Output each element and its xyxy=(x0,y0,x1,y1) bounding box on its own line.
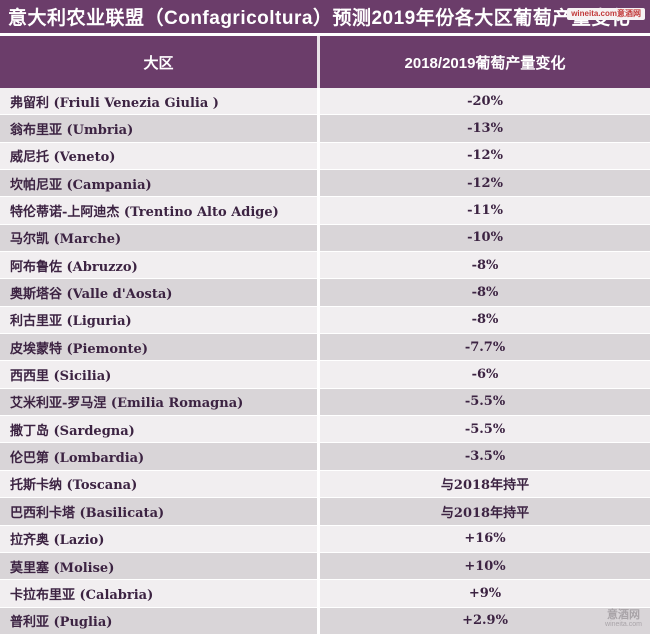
region-cell: 卡拉布里亚 (Calabria) xyxy=(0,580,320,607)
region-cell: 利古里亚 (Liguria) xyxy=(0,306,320,334)
table-row: 巴西利卡塔 (Basilicata) 与2018年持平 xyxy=(0,498,650,526)
change-cell: -5.5% xyxy=(320,388,650,416)
table-body: 弗留利 (Friuli Venezia Giulia ) -20% 翁布里亚 (Um… xyxy=(0,88,650,634)
change-cell: -8% xyxy=(320,279,650,306)
table-row: 撒丁岛 (Sardegna) -5.5% xyxy=(0,416,650,444)
column-header-change: 2018/2019葡萄产量变化 xyxy=(404,54,566,72)
change-cell: -10% xyxy=(320,224,650,252)
change-cell: -6% xyxy=(320,361,650,388)
table-row: 伦巴第 (Lombardia) -3.5% xyxy=(0,443,650,471)
region-cell: 巴西利卡塔 (Basilicata) xyxy=(0,498,320,525)
table-row: 普利亚 (Puglia) +2.9% xyxy=(0,607,650,634)
region-cell: 弗留利 (Friuli Venezia Giulia ) xyxy=(0,88,320,115)
change-cell: -12% xyxy=(320,170,650,197)
change-cell: +16% xyxy=(320,525,650,552)
column-header-region: 大区 xyxy=(0,36,320,88)
change-cell: -13% xyxy=(320,115,650,142)
table-row: 奥斯塔谷 (Valle d'Aosta) -8% xyxy=(0,279,650,307)
change-cell: 与2018年持平 xyxy=(320,470,650,498)
change-cell: -12% xyxy=(320,142,650,170)
region-cell: 特伦蒂诺-上阿迪杰 (Trentino Alto Adige) xyxy=(0,197,320,224)
table-row: 弗留利 (Friuli Venezia Giulia ) -20% xyxy=(0,88,650,116)
region-cell: 阿布鲁佐 (Abruzzo) xyxy=(0,252,320,279)
change-cell: -8% xyxy=(320,306,650,334)
table-row: 西西里 (Sicilia) -6% xyxy=(0,361,650,389)
change-cell: -11% xyxy=(320,197,650,224)
region-cell: 拉齐奥 (Lazio) xyxy=(0,525,320,552)
region-cell: 西西里 (Sicilia) xyxy=(0,361,320,388)
region-cell: 莫里塞 (Molise) xyxy=(0,552,320,580)
watermark-badge: wineita.com意酒网 xyxy=(567,8,645,20)
change-cell: -8% xyxy=(320,252,650,279)
change-cell: -3.5% xyxy=(320,443,650,470)
table-row: 利古里亚 (Liguria) -8% xyxy=(0,306,650,335)
table-row: 拉齐奥 (Lazio) +16% xyxy=(0,525,650,553)
table-row: 莫里塞 (Molise) +10% xyxy=(0,552,650,581)
region-cell: 伦巴第 (Lombardia) xyxy=(0,443,320,470)
region-cell: 坎帕尼亚 (Campania) xyxy=(0,170,320,197)
region-cell: 威尼托 (Veneto) xyxy=(0,142,320,170)
region-cell: 皮埃蒙特 (Piemonte) xyxy=(0,334,320,361)
table-row: 坎帕尼亚 (Campania) -12% xyxy=(0,170,650,198)
change-cell: +10% xyxy=(320,552,650,580)
table-row: 阿布鲁佐 (Abruzzo) -8% xyxy=(0,252,650,280)
table-row: 翁布里亚 (Umbria) -13% xyxy=(0,115,650,143)
page-title: 意大利农业联盟（Confagricoltura）预测2019年份各大区葡萄产量变… xyxy=(8,8,631,29)
region-cell: 翁布里亚 (Umbria) xyxy=(0,115,320,142)
change-cell: +2.9% xyxy=(320,607,650,634)
change-cell: 与2018年持平 xyxy=(320,498,650,525)
region-cell: 托斯卡纳 (Toscana) xyxy=(0,470,320,498)
region-cell: 普利亚 (Puglia) xyxy=(0,607,320,634)
table-row: 艾米利亚-罗马涅 (Emilia Romagna) -5.5% xyxy=(0,388,650,417)
region-cell: 马尔凯 (Marche) xyxy=(0,224,320,252)
change-cell: -20% xyxy=(320,88,650,115)
title-separator xyxy=(0,33,650,36)
title-bar: 意大利农业联盟（Confagricoltura）预测2019年份各大区葡萄产量变… xyxy=(0,0,650,33)
table-row: 马尔凯 (Marche) -10% xyxy=(0,224,650,253)
change-cell: -7.7% xyxy=(320,334,650,361)
change-cell: -5.5% xyxy=(320,416,650,443)
table-header: 大区 2018/2019葡萄产量变化 xyxy=(0,36,650,88)
table-row: 特伦蒂诺-上阿迪杰 (Trentino Alto Adige) -11% xyxy=(0,197,650,225)
region-cell: 奥斯塔谷 (Valle d'Aosta) xyxy=(0,279,320,306)
change-cell: +9% xyxy=(320,580,650,607)
region-cell: 撒丁岛 (Sardegna) xyxy=(0,416,320,443)
table-row: 卡拉布里亚 (Calabria) +9% xyxy=(0,580,650,608)
table-row: 皮埃蒙特 (Piemonte) -7.7% xyxy=(0,334,650,362)
table-row: 威尼托 (Veneto) -12% xyxy=(0,142,650,171)
table-row: 托斯卡纳 (Toscana) 与2018年持平 xyxy=(0,470,650,499)
region-cell: 艾米利亚-罗马涅 (Emilia Romagna) xyxy=(0,388,320,416)
